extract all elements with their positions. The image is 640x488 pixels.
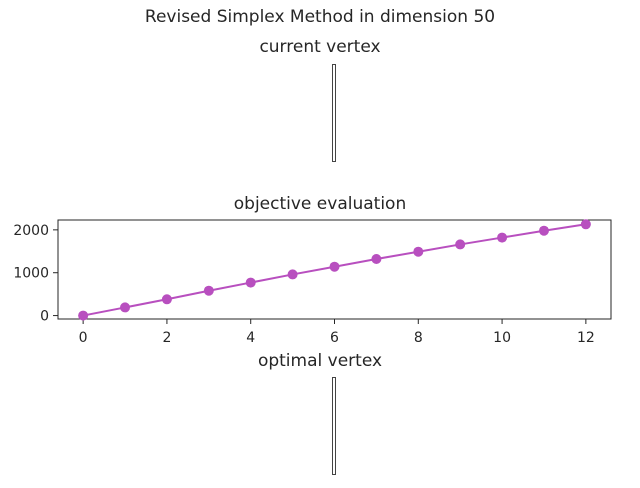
- data-point: [161, 294, 172, 305]
- data-point: [580, 219, 591, 230]
- y-tick-label: 2000: [13, 223, 49, 239]
- optimal-vertex-bar: [332, 377, 336, 475]
- x-axis: 0 2 4 6 8 10 12: [79, 319, 595, 346]
- current-vertex-title: current vertex: [259, 37, 381, 57]
- x-tick-label: 12: [577, 330, 595, 346]
- y-tick-label: 1000: [13, 266, 49, 282]
- y-axis: 0 1000 2000: [13, 223, 58, 325]
- y-tick-label: 0: [40, 309, 49, 325]
- data-point: [287, 269, 298, 280]
- figure-title: Revised Simplex Method in dimension 50: [144, 7, 496, 27]
- data-point: [120, 302, 131, 313]
- data-point: [497, 232, 508, 243]
- x-tick-label: 8: [414, 330, 423, 346]
- data-point: [413, 246, 424, 257]
- x-tick-label: 0: [79, 330, 88, 346]
- data-point: [371, 254, 382, 264]
- x-tick-label: 10: [493, 330, 511, 346]
- x-tick-label: 4: [246, 330, 255, 346]
- data-point: [203, 285, 214, 296]
- current-vertex-bar: [332, 64, 336, 162]
- data-point: [245, 277, 256, 288]
- data-point: [78, 310, 89, 321]
- x-tick-label: 2: [162, 330, 171, 346]
- data-point: [329, 261, 340, 272]
- optimal-vertex-title: optimal vertex: [257, 351, 383, 371]
- data-point: [538, 225, 549, 236]
- objective-chart-title: objective evaluation: [233, 194, 407, 214]
- x-tick-label: 6: [330, 330, 339, 346]
- data-point: [455, 239, 466, 250]
- series-layer: [78, 219, 591, 321]
